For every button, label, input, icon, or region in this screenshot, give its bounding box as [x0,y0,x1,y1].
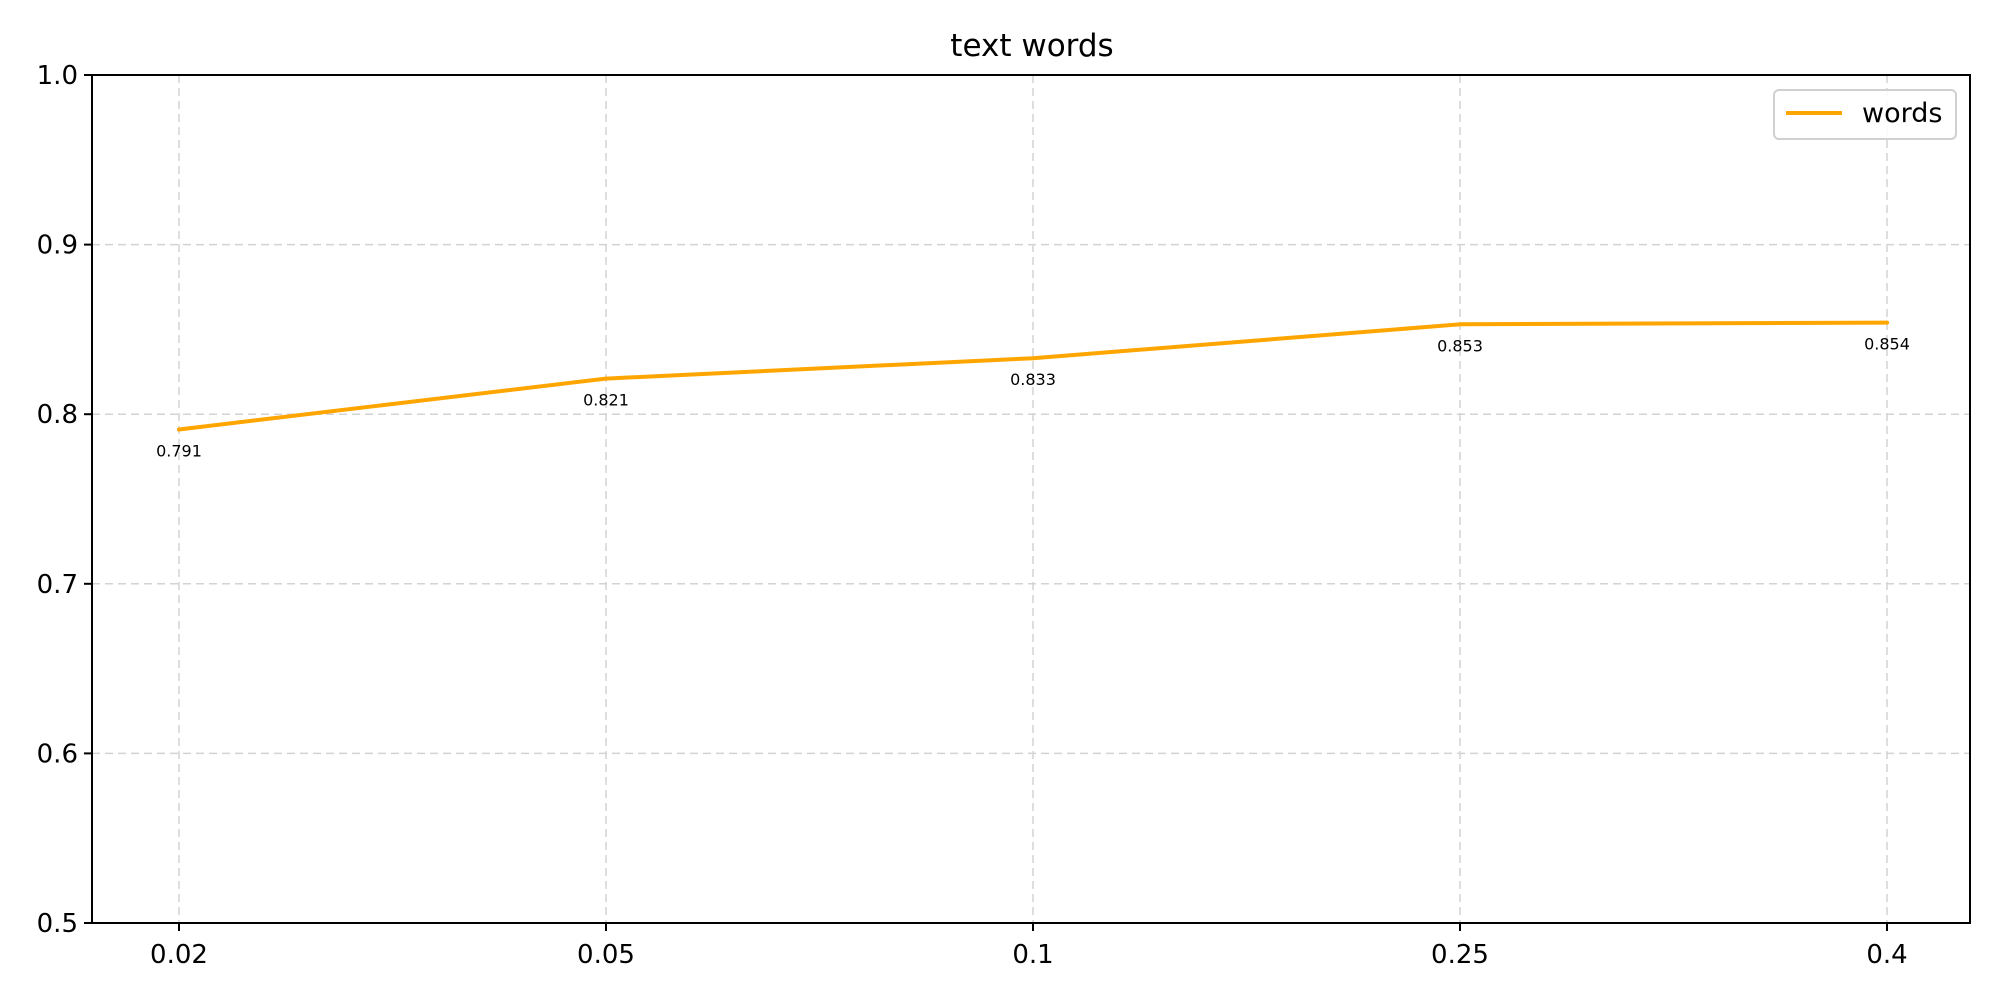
x-tick-label: 0.02 [150,940,208,970]
data-point [1885,320,1889,325]
x-tick-label: 0.05 [577,940,635,970]
y-tick-label: 0.9 [37,231,78,261]
series-layer: 0.791 0.821 0.833 0.853 0.854 [156,320,1910,460]
legend-box [1773,89,1957,140]
x-tick-label: 0.4 [1866,940,1907,970]
y-axis: 0.5 0.6 0.7 0.8 0.9 1.0 [37,61,92,939]
legend: words [1773,89,1957,140]
data-label: 0.833 [1010,370,1056,389]
legend-label-words: words [1862,98,1942,129]
data-label: 0.791 [156,441,202,460]
plot-frame [91,74,1971,924]
data-point [177,427,181,432]
data-point [604,376,608,381]
x-tick-label: 0.25 [1431,940,1489,970]
x-tick-label: 0.1 [1012,940,1053,970]
data-label: 0.853 [1437,336,1483,355]
data-label: 0.821 [583,391,629,410]
x-axis: 0.02 0.05 0.1 0.25 0.4 [150,923,1908,970]
y-tick-label: 1.0 [37,61,78,91]
y-tick-label: 0.8 [37,400,78,430]
y-tick-label: 0.6 [37,739,78,769]
data-point [1031,356,1035,361]
data-label: 0.854 [1864,335,1910,354]
data-point [1458,322,1462,327]
chart-title: text words [950,28,1113,64]
y-tick-label: 0.5 [37,909,78,939]
y-tick-label: 0.7 [37,570,78,600]
